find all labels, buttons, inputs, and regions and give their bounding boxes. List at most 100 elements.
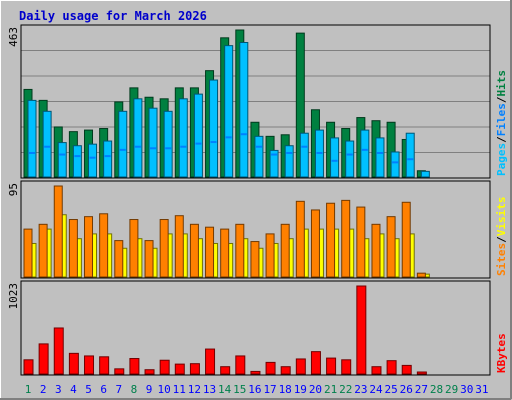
legend-part: Files [495,103,508,136]
x-label-day-1: 1 [25,383,32,396]
bar-files-day-24 [376,151,383,154]
x-label-day-9: 9 [146,383,153,396]
x-label-day-12: 12 [188,383,201,396]
x-label-day-13: 13 [203,383,216,396]
bar-kbytes-day-26 [401,364,412,375]
plot-border-middle [20,180,491,279]
bar-pages-day-18 [284,145,294,178]
bar-files-day-21 [331,159,338,162]
x-label-day-8: 8 [131,383,138,396]
bar-sites-day-5 [84,216,94,278]
x-label-day-31: 31 [475,383,488,396]
bar-pages-day-25 [390,151,400,178]
chart-title: Daily usage for March 2026 [19,9,207,23]
bar-kbytes-day-18 [280,366,291,375]
bar-kbytes-day-2 [38,343,49,375]
bar-files-day-20 [316,151,323,154]
bar-kbytes-day-25 [386,360,397,375]
legend-part: Sites [495,243,508,276]
bar-pages-day-27 [420,170,430,178]
x-label-day-19: 19 [294,383,307,396]
legend-top: Pages/Files/Hits [495,70,508,176]
y-max-label-bottom: 1023 [7,283,20,310]
bar-files-day-14 [225,136,232,139]
x-label-day-27: 27 [415,383,428,396]
bar-sites-day-8 [129,219,139,278]
x-label-day-23: 23 [354,383,367,396]
x-label-day-4: 4 [70,383,77,396]
x-label-day-21: 21 [324,383,337,396]
legend-part: Pages [495,143,508,176]
bar-pages-day-22 [345,140,355,178]
bar-files-day-7 [119,148,126,151]
bar-files-day-15 [240,133,247,136]
bar-files-day-17 [271,153,278,156]
bar-pages-day-16 [254,135,264,178]
bar-pages-day-17 [269,149,279,178]
x-label-day-6: 6 [100,383,107,396]
bar-sites-day-25 [386,216,396,278]
x-label-day-18: 18 [279,383,292,396]
bar-sites-day-3 [53,185,63,278]
bar-kbytes-day-14 [220,366,231,375]
bar-kbytes-day-9 [144,369,155,375]
bar-sites-day-19 [295,200,305,278]
bar-sites-day-9 [144,240,154,278]
bar-files-day-25 [392,161,399,164]
bar-files-day-3 [59,153,66,156]
x-label-day-30: 30 [460,383,473,396]
x-label-day-17: 17 [263,383,276,396]
bar-sites-day-23 [356,206,366,278]
bar-pages-day-6 [103,140,113,178]
x-label-day-26: 26 [400,383,413,396]
chart-panels: 463Pages/Files/Hits95Sites/Visits1023KBy… [7,24,508,376]
plot-border-top [20,24,491,179]
bar-pages-day-21 [330,137,340,178]
x-label-day-28: 28 [430,383,443,396]
bar-pages-day-14 [224,45,234,178]
y-max-label-middle: 95 [7,183,20,196]
bar-kbytes-day-3 [53,327,64,375]
bar-sites-day-6 [99,213,109,278]
bar-pages-day-7 [118,110,128,178]
bar-files-day-13 [210,141,217,144]
bar-files-day-23 [361,148,368,151]
bar-pages-day-4 [72,145,82,178]
bar-files-day-1 [29,151,35,154]
x-label-day-20: 20 [309,383,322,396]
panel-middle: 95 Sites/Visits [7,180,508,279]
bar-kbytes-day-15 [235,355,246,375]
bar-sites-day-1 [23,228,33,278]
bar-kbytes-day-4 [68,352,79,375]
bar-sites-day-2 [38,223,48,278]
bar-files-day-6 [104,155,111,158]
bar-pages-day-11 [178,98,188,178]
bar-pages-day-2 [42,110,52,178]
bar-kbytes-day-19 [295,358,306,375]
bar-kbytes-day-10 [159,359,170,375]
x-label-day-16: 16 [248,383,261,396]
bar-sites-day-22 [341,199,351,278]
x-label-day-10: 10 [158,383,171,396]
bar-pages-day-9 [148,107,158,178]
bar-files-day-22 [346,153,353,156]
x-label-day-22: 22 [339,383,352,396]
legend-bottom: KBytes [495,333,508,373]
bar-files-day-2 [44,145,51,148]
x-label-day-5: 5 [85,383,92,396]
bar-files-day-5 [89,156,96,159]
bar-pages-day-19 [299,132,309,178]
legend-part: / [495,236,508,243]
bar-pages-day-15 [239,42,249,178]
bar-kbytes-day-6 [99,356,110,375]
x-axis-labels: 1 2 3 4 5 6 7 8 9 10 11 12 13 14 15 16 17 18 19 20 21 22 23 24 2… [25,383,489,396]
bar-sites-day-21 [326,202,336,278]
bar-sites-day-15 [235,223,245,278]
bar-files-day-11 [180,145,187,148]
bar-sites-day-4 [68,219,78,278]
bar-sites-day-17 [265,233,275,278]
legend-part: / [495,136,508,143]
bar-kbytes-day-20 [310,351,321,375]
